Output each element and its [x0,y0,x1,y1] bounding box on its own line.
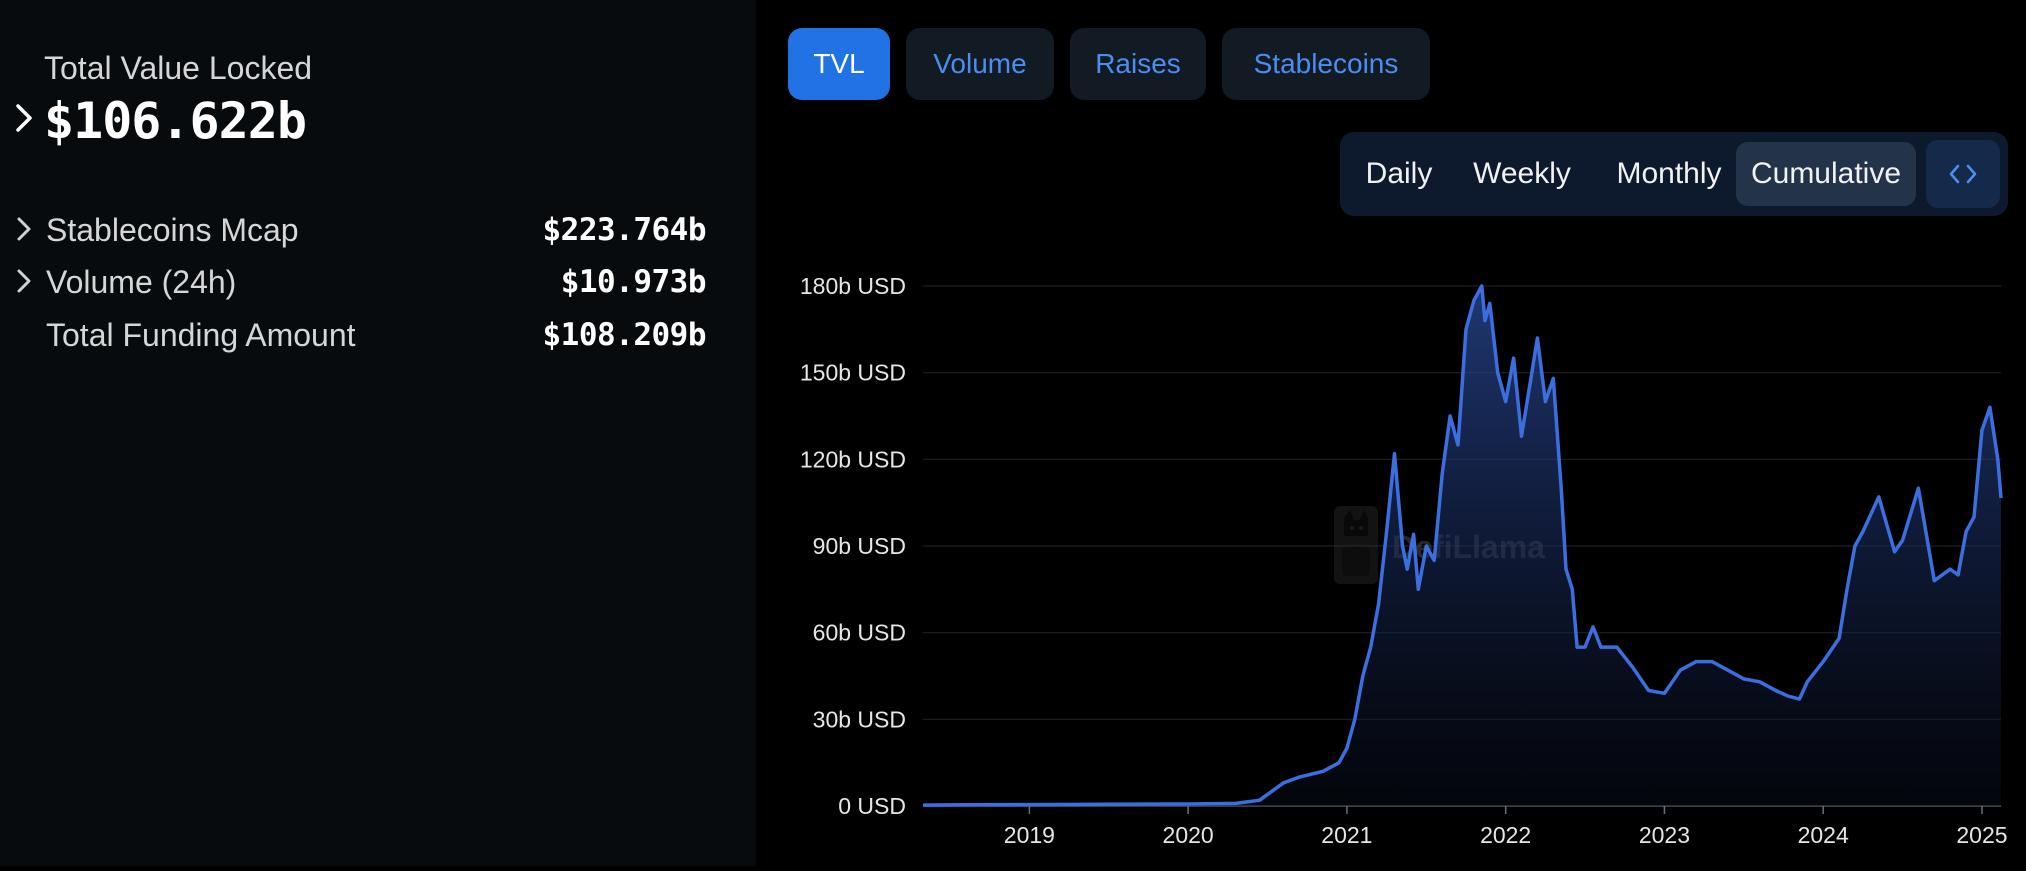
llama-logo-icon [1334,506,1378,584]
period-daily-button[interactable]: Daily [1365,157,1433,190]
tab-tvl[interactable]: TVL [788,28,890,100]
stat-value: $10.973b [560,264,707,300]
summary-panel: Total Value Locked $106.622b Stablecoins… [0,0,756,866]
y-tick-label: 90b USD [813,533,906,559]
tab-raises[interactable]: Raises [1070,28,1206,100]
x-tick-label: 2023 [1639,822,1690,848]
x-tick-label: 2025 [1956,822,2007,848]
x-tick-label: 2021 [1321,822,1372,848]
chevron-right-icon[interactable] [14,216,34,242]
stat-row-volume[interactable]: Volume (24h) $10.973b [0,260,707,304]
y-tick-label: 120b USD [800,446,906,472]
tvl-series-line [922,284,2003,807]
x-tick-label: 2020 [1163,822,1214,848]
stat-value: $223.764b [542,212,707,248]
y-tick-label: 0 USD [838,793,906,819]
period-weekly-button[interactable]: Weekly [1473,157,1571,190]
tab-volume[interactable]: Volume [906,28,1054,100]
stat-row-total-funding: Total Funding Amount $108.209b [0,313,707,357]
tvl-label: Total Value Locked [44,50,313,86]
stat-label: Stablecoins Mcap [46,212,299,248]
tab-stablecoins[interactable]: Stablecoins [1222,28,1430,100]
period-selector: Daily Weekly Monthly Cumulative [1340,132,2008,216]
period-cumulative-button[interactable]: Cumulative [1736,142,1916,206]
y-tick-label: 180b USD [800,273,906,299]
tvl-area-fill [923,286,2001,806]
stat-row-stablecoins-mcap[interactable]: Stablecoins Mcap $223.764b [0,208,707,252]
x-tick-label: 2022 [1480,822,1531,848]
x-tick-label: 2024 [1798,822,1849,848]
y-tick-label: 60b USD [813,620,906,646]
embed-button[interactable] [1926,140,2000,208]
code-brackets-icon [1949,164,1977,184]
x-tick-label: 2019 [1004,822,1055,848]
stat-value: $108.209b [542,317,707,353]
tvl-value: $106.622b [44,92,307,150]
chevron-right-icon[interactable] [12,102,36,134]
period-monthly-button[interactable]: Monthly [1616,157,1722,190]
chevron-right-icon[interactable] [14,268,34,294]
y-tick-label: 30b USD [813,706,906,732]
stat-label: Volume (24h) [46,264,237,300]
stat-label: Total Funding Amount [46,317,356,353]
y-tick-label: 150b USD [800,360,906,386]
